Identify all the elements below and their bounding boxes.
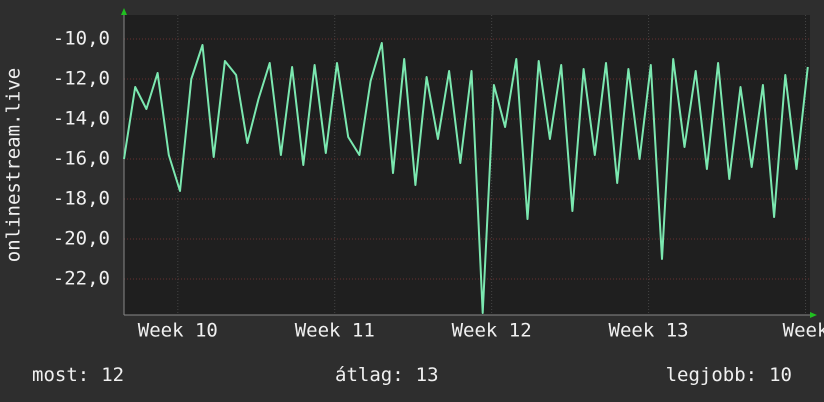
y-tick-label: -22,0 bbox=[53, 268, 110, 290]
y-tick-label: -12,0 bbox=[53, 68, 110, 90]
x-tick-label: Week 12 bbox=[452, 320, 532, 342]
stat-value: 13 bbox=[416, 364, 439, 386]
stat: legjobb: 10 bbox=[666, 364, 792, 386]
x-tick-label: Week 11 bbox=[295, 320, 375, 342]
stats: most: 12 átlag: 13 legjobb: 10 bbox=[32, 364, 792, 386]
stat: átlag: 13 bbox=[335, 364, 439, 386]
x-tick-label: Week 10 bbox=[138, 320, 218, 342]
y-tick-label: -14,0 bbox=[53, 108, 110, 130]
plot-area bbox=[124, 15, 810, 315]
stat-label: átlag: bbox=[335, 364, 404, 386]
stat-value: 10 bbox=[769, 364, 792, 386]
axis-arrow bbox=[121, 8, 127, 15]
line-series bbox=[123, 42, 809, 314]
stat: most: 12 bbox=[32, 364, 124, 386]
axis-arrow bbox=[810, 312, 817, 318]
y-tick-label: -18,0 bbox=[53, 188, 110, 210]
stat-label: legjobb: bbox=[666, 364, 758, 386]
y-tick-label: -10,0 bbox=[53, 28, 110, 50]
stat-value: 12 bbox=[101, 364, 124, 386]
x-tick-label: Week 13 bbox=[609, 320, 689, 342]
y-axis-label: onlinestream.live bbox=[3, 68, 25, 262]
y-tick-label: -16,0 bbox=[53, 148, 110, 170]
y-tick-label: -20,0 bbox=[53, 228, 110, 250]
x-tick-label: Week bbox=[783, 320, 824, 342]
stat-label: most: bbox=[32, 364, 89, 386]
